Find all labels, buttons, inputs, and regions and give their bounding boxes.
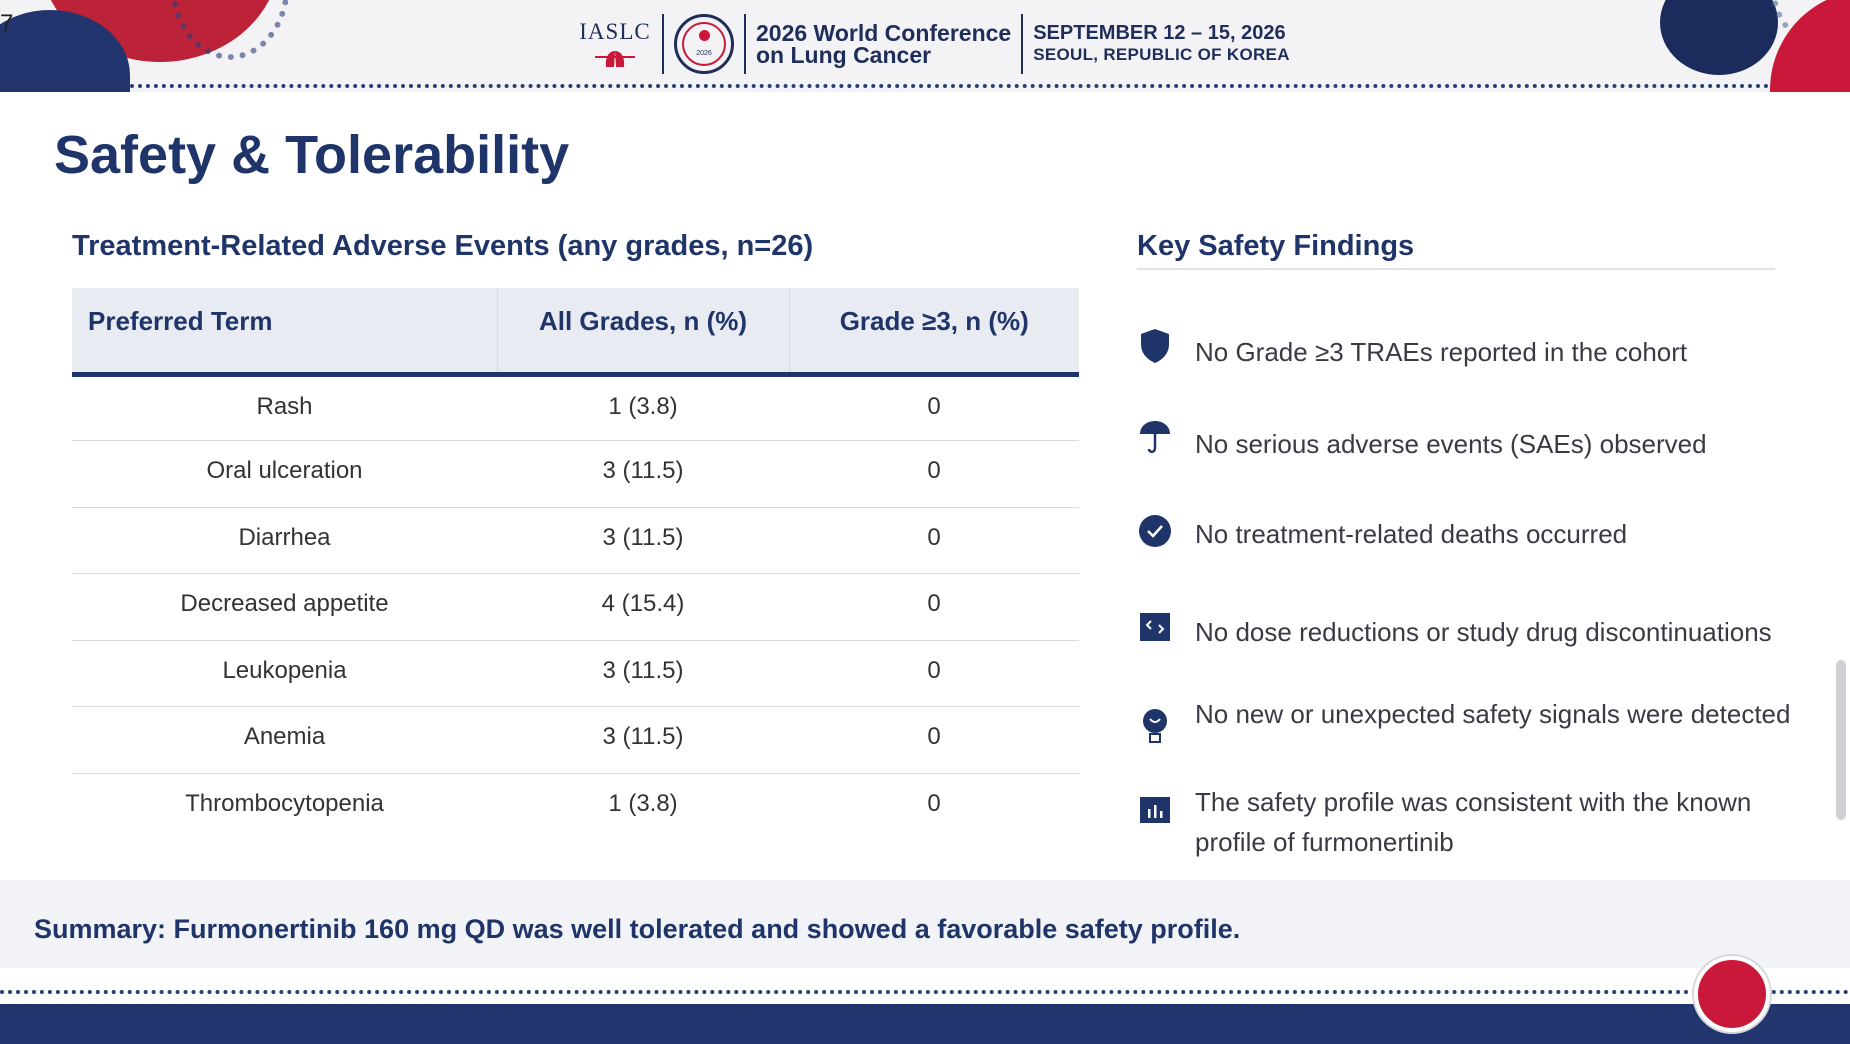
cell-grade3: 0 bbox=[789, 440, 1079, 508]
table-row: Oral ulceration 3 (11.5) 0 bbox=[72, 440, 1079, 508]
conference-name-line1: 2026 World Conference bbox=[756, 20, 1012, 46]
finding-text: No treatment-related deaths occurred bbox=[1195, 519, 1628, 549]
cell-grade3: 0 bbox=[789, 640, 1079, 707]
column-header-all-grades: All Grades, n (%) bbox=[497, 288, 790, 377]
summary-band bbox=[0, 880, 1850, 968]
findings-title: Key Safety Findings bbox=[1137, 230, 1415, 262]
footer-bar bbox=[0, 1004, 1850, 1044]
finding-text: The safety profile was consistent with t… bbox=[1195, 787, 1752, 857]
seal-inner-ring: 2026 bbox=[682, 22, 726, 66]
cell-grade3: 0 bbox=[789, 706, 1079, 774]
conference-header: 7 IASLC 2026 2026 World Conference on Lu… bbox=[0, 0, 1850, 92]
finding-item: No dose reductions or study drug discont… bbox=[1137, 612, 1837, 652]
finding-item: No treatment-related deaths occurred bbox=[1137, 514, 1837, 554]
seal-year: 2026 bbox=[696, 50, 712, 57]
cell-grade3: 0 bbox=[789, 573, 1079, 641]
check-circle-icon bbox=[1137, 514, 1173, 554]
conference-dates: SEPTEMBER 12 – 15, 2026 bbox=[1033, 22, 1286, 44]
finding-item: No new or unexpected safety signals were… bbox=[1137, 694, 1837, 744]
cell-grade3: 0 bbox=[927, 789, 941, 817]
conference-name: 2026 World Conference on Lung Cancer bbox=[756, 20, 1012, 68]
conference-seal: 2026 bbox=[674, 14, 734, 74]
finding-item: No Grade ≥3 TRAEs reported in the cohort bbox=[1137, 328, 1837, 372]
conference-when-where: SEPTEMBER 12 – 15, 2026 SEOUL, REPUBLIC … bbox=[1033, 22, 1290, 66]
conference-location: SEOUL, REPUBLIC OF KOREA bbox=[1033, 45, 1290, 64]
table-title: Treatment-Related Adverse Events (any gr… bbox=[72, 230, 814, 262]
header-decor-photo bbox=[1660, 0, 1778, 75]
header-divider bbox=[744, 14, 746, 74]
cell-term: Leukopenia bbox=[72, 640, 497, 707]
table-row: Decreased appetite 4 (15.4) 0 bbox=[72, 573, 1079, 641]
lungs-icon bbox=[595, 51, 635, 67]
finding-text: No serious adverse events (SAEs) observe… bbox=[1195, 429, 1707, 459]
umbrella-icon bbox=[1137, 420, 1173, 464]
iaslc-logo-text: IASLC bbox=[579, 19, 651, 44]
bar-chart-icon bbox=[1137, 782, 1173, 862]
header-divider bbox=[1021, 14, 1024, 74]
cell-grade3: 0 bbox=[789, 507, 1079, 574]
page-number: 7 bbox=[0, 10, 14, 37]
shield-icon bbox=[1137, 328, 1173, 372]
cell-term: Anemia bbox=[72, 706, 497, 774]
cell-term: Decreased appetite bbox=[72, 573, 497, 641]
table-row: Diarrhea 3 (11.5) 0 bbox=[72, 507, 1079, 574]
header-divider bbox=[662, 14, 664, 74]
conference-name-line2: on Lung Cancer bbox=[756, 42, 932, 68]
summary-text: Summary: Furmonertinib 160 mg QD was wel… bbox=[34, 914, 1241, 944]
cell-term: Thrombocytopenia bbox=[185, 789, 384, 817]
column-header-term: Preferred Term bbox=[72, 288, 498, 377]
cell-all-grades: 1 (3.8) bbox=[497, 374, 789, 441]
finding-text: No dose reductions or study drug discont… bbox=[1195, 617, 1772, 647]
cell-all-grades: 3 (11.5) bbox=[497, 440, 789, 508]
conference-brand: IASLC 2026 2026 World Conference on Lung… bbox=[578, 14, 1290, 74]
adverse-events-table: Preferred Term All Grades, n (%) Grade ≥… bbox=[72, 288, 1079, 840]
footer-dotted-rule bbox=[0, 990, 1850, 994]
table-row: Leukopenia 3 (11.5) 0 bbox=[72, 640, 1079, 707]
exchange-icon bbox=[1137, 612, 1173, 652]
finding-item: The safety profile was consistent with t… bbox=[1137, 782, 1837, 862]
iaslc-logo: IASLC bbox=[578, 19, 652, 69]
cell-all-grades: 3 (11.5) bbox=[497, 706, 789, 774]
cell-all-grades: 1 (3.8) bbox=[608, 789, 678, 817]
cell-term: Diarrhea bbox=[72, 507, 497, 574]
header-dotted-rule bbox=[130, 84, 1770, 88]
cell-term: Rash bbox=[72, 374, 497, 441]
lightbulb-icon bbox=[1137, 694, 1173, 744]
table-row: Anemia 3 (11.5) 0 bbox=[72, 706, 1079, 774]
finding-text: No new or unexpected safety signals were… bbox=[1195, 699, 1791, 729]
table-row: Thrombocytopenia 1 (3.8) 0 bbox=[72, 773, 1079, 840]
cell-all-grades: 3 (11.5) bbox=[497, 507, 789, 574]
page-title: Safety & Tolerability bbox=[54, 125, 570, 185]
cell-term: Oral ulceration bbox=[72, 440, 497, 508]
cell-grade3: 0 bbox=[789, 374, 1079, 441]
seal-sun bbox=[699, 30, 710, 41]
cell-all-grades: 3 (11.5) bbox=[497, 640, 789, 707]
findings-title-rule bbox=[1137, 268, 1775, 270]
table-header-row: Preferred Term All Grades, n (%) Grade ≥… bbox=[72, 288, 1079, 377]
cell-all-grades: 4 (15.4) bbox=[497, 573, 789, 641]
footer-red-circle bbox=[1694, 956, 1770, 1032]
finding-item: No serious adverse events (SAEs) observe… bbox=[1137, 420, 1837, 464]
column-header-grade3: Grade ≥3, n (%) bbox=[789, 288, 1079, 377]
vertical-scrollbar[interactable] bbox=[1836, 660, 1846, 820]
finding-text: No Grade ≥3 TRAEs reported in the cohort bbox=[1195, 337, 1688, 367]
table-row: Rash 1 (3.8) 0 bbox=[72, 374, 1079, 441]
